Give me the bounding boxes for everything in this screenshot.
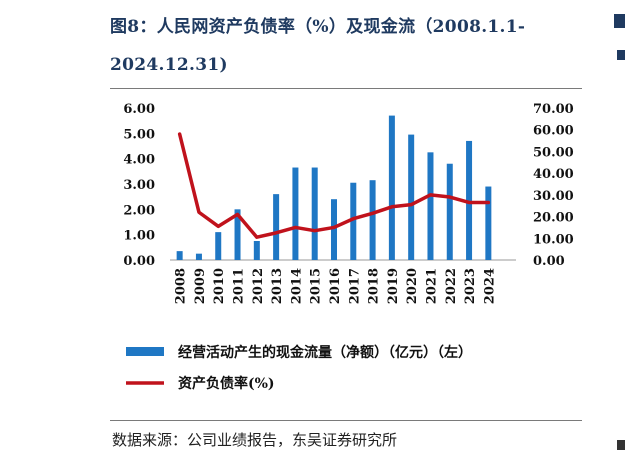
- right-axis-tick-label: 60.00: [533, 124, 574, 139]
- left-axis-tick-label: 1.00: [123, 229, 155, 244]
- x-axis-tick-label: 2012: [251, 268, 266, 304]
- adjacent-panel-edge: [617, 50, 625, 60]
- bar-cash-flow: [176, 251, 183, 260]
- left-axis-tick-label: 4.00: [123, 153, 155, 168]
- bar-cash-flow: [485, 186, 492, 260]
- legend-label-bar: 经营活动产生的现金流量（净额）（亿元）（左）: [178, 344, 472, 361]
- bottom-divider: [110, 420, 582, 421]
- legend-label-line: 资产负债率(%): [178, 375, 275, 392]
- right-axis-tick-label: 50.00: [533, 145, 574, 160]
- bar-cash-flow: [195, 253, 202, 260]
- left-axis-tick-label: 3.00: [123, 178, 155, 193]
- x-axis-tick-label: 2015: [309, 268, 324, 304]
- x-axis-tick-label: 2010: [212, 268, 227, 304]
- bar-cash-flow: [273, 194, 280, 260]
- x-axis-tick-label: 2021: [424, 268, 439, 304]
- adjacent-panel-edge: [614, 14, 625, 28]
- left-axis-tick-label: 5.00: [123, 127, 155, 142]
- bar-cash-flow: [408, 134, 415, 260]
- bar-cash-flow: [466, 140, 473, 260]
- x-axis-tick-label: 2020: [405, 268, 420, 304]
- legend-swatch-bar: [126, 347, 164, 356]
- chart-title: 图8：人民网资产负债率（%）及现金流（2008.1.1- 2024.12.31): [110, 8, 590, 84]
- left-axis-tick-label: 6.00: [123, 102, 155, 117]
- right-axis-tick-label: 10.00: [533, 232, 574, 247]
- bar-cash-flow: [427, 152, 434, 260]
- x-axis-tick-label: 2018: [367, 268, 382, 304]
- x-axis-tick-label: 2019: [386, 268, 401, 304]
- x-axis-tick-label: 2014: [289, 268, 304, 304]
- x-axis-tick-label: 2022: [444, 268, 459, 304]
- x-axis-tick-label: 2016: [328, 268, 343, 304]
- left-axis-tick-label: 0.00: [123, 254, 155, 269]
- right-axis-tick-label: 0.00: [533, 254, 565, 269]
- bar-cash-flow: [292, 167, 299, 260]
- right-axis-tick-label: 20.00: [533, 211, 574, 226]
- x-axis-tick-label: 2017: [347, 268, 362, 304]
- chart-title-line-2: 2024.12.31): [110, 55, 228, 75]
- bar-cash-flow: [234, 209, 241, 260]
- right-axis-tick-label: 30.00: [533, 189, 574, 204]
- x-axis-tick-label: 2011: [232, 268, 247, 304]
- left-axis-tick-label: 2.00: [123, 203, 155, 218]
- x-axis-tick-label: 2013: [270, 268, 285, 304]
- right-axis-tick-label: 70.00: [533, 102, 574, 117]
- bar-cash-flow: [446, 163, 453, 260]
- x-axis-tick-label: 2008: [174, 268, 189, 304]
- bar-cash-flow: [369, 180, 376, 260]
- x-axis-tick-label: 2023: [463, 268, 478, 304]
- bar-cash-flow: [253, 241, 260, 260]
- top-divider: [110, 88, 582, 89]
- bar-cash-flow: [331, 199, 337, 260]
- bar-cash-flow: [388, 115, 395, 260]
- x-axis-tick-label: 2024: [482, 268, 497, 304]
- line-debt-ratio: [177, 132, 491, 239]
- bar-cash-flow: [311, 167, 318, 260]
- bar-cash-flow: [350, 182, 357, 260]
- x-axis-tick-label: 2009: [193, 268, 208, 304]
- chart-title-line-1: 图8：人民网资产负债率（%）及现金流（2008.1.1-: [110, 17, 526, 37]
- source-note: 数据来源：公司业绩报告，东吴证券研究所: [112, 431, 398, 449]
- adjacent-panel-edge: [617, 440, 625, 450]
- right-axis-tick-label: 40.00: [533, 167, 574, 182]
- bar-cash-flow: [215, 232, 222, 260]
